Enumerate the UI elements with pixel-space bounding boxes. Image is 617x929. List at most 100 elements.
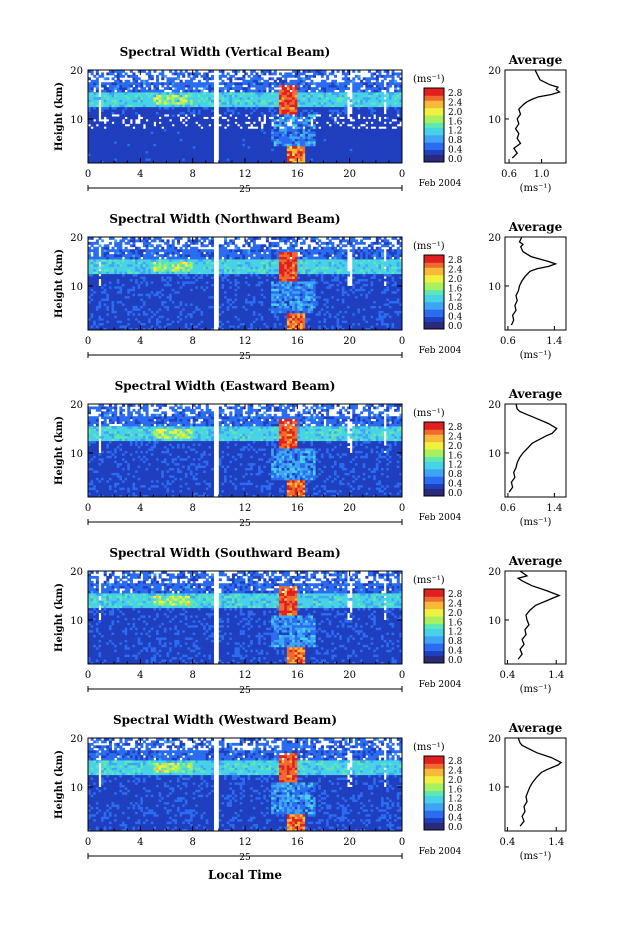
heatmap-cell bbox=[245, 116, 249, 120]
heatmap-cell bbox=[95, 121, 99, 125]
heatmap-cell bbox=[116, 92, 120, 95]
heatmap-cell bbox=[279, 114, 283, 117]
heatmap-cell bbox=[362, 145, 366, 149]
heatmap-cell bbox=[124, 155, 128, 159]
heatmap-cell bbox=[281, 96, 285, 100]
heatmap-cell bbox=[111, 281, 115, 284]
heatmap-cell bbox=[161, 92, 165, 95]
heatmap-cell bbox=[381, 150, 385, 154]
heatmap-cell bbox=[119, 295, 123, 299]
heatmap-cell bbox=[101, 74, 105, 78]
heatmap-cell bbox=[148, 261, 152, 265]
heatmap-cell bbox=[93, 99, 97, 103]
heatmap-cell bbox=[357, 96, 361, 100]
heatmap-cell bbox=[271, 99, 275, 103]
heatmap-cell bbox=[370, 145, 374, 149]
heatmap-cell bbox=[174, 140, 178, 144]
heatmap-cell bbox=[140, 153, 144, 157]
heatmap-cell bbox=[276, 111, 280, 115]
heatmap-cell bbox=[174, 153, 178, 157]
heatmap-cell bbox=[142, 153, 146, 157]
heatmap-cell bbox=[313, 131, 317, 135]
heatmap-cell bbox=[158, 136, 162, 139]
heatmap-cell bbox=[106, 317, 110, 321]
heatmap-cell bbox=[328, 104, 332, 108]
heatmap-cell bbox=[229, 87, 233, 90]
heatmap-cell bbox=[174, 131, 178, 135]
heatmap-cell bbox=[362, 101, 366, 105]
heatmap-cell bbox=[375, 145, 379, 149]
heatmap-cell bbox=[294, 84, 298, 88]
heatmap-cell bbox=[365, 79, 369, 83]
heatmap-cell bbox=[255, 104, 259, 108]
heatmap-cell bbox=[116, 96, 120, 100]
heatmap-cell bbox=[381, 128, 385, 132]
heatmap-cell bbox=[142, 92, 146, 95]
heatmap-cell bbox=[370, 72, 374, 76]
heatmap-cell bbox=[90, 89, 94, 93]
heatmap-cell bbox=[229, 116, 233, 120]
heatmap-cell bbox=[124, 285, 128, 289]
heatmap-cell bbox=[388, 126, 392, 130]
heatmap-cell bbox=[176, 74, 180, 78]
heatmap-cell bbox=[116, 101, 120, 105]
heatmap-cell bbox=[195, 148, 199, 152]
heatmap-cell bbox=[163, 116, 167, 120]
heatmap-cell bbox=[124, 322, 128, 326]
heatmap-cell bbox=[333, 104, 337, 108]
heatmap-cell bbox=[273, 148, 277, 152]
heatmap-cell bbox=[344, 109, 348, 113]
heatmap-cell bbox=[218, 118, 222, 122]
heatmap-cell bbox=[135, 273, 139, 277]
heatmap-cell bbox=[252, 158, 256, 161]
heatmap-cell bbox=[242, 140, 246, 144]
heatmap-cell bbox=[289, 136, 293, 139]
heatmap-cell bbox=[252, 131, 256, 135]
heatmap-cell bbox=[284, 143, 288, 147]
heatmap-cell bbox=[200, 94, 204, 98]
heatmap-cell bbox=[163, 109, 167, 113]
heatmap-cell bbox=[158, 82, 162, 86]
heatmap-cell bbox=[124, 148, 128, 152]
heatmap-cell bbox=[93, 300, 97, 304]
heatmap-cell bbox=[179, 136, 183, 139]
heatmap-cell bbox=[132, 288, 136, 292]
heatmap-cell bbox=[357, 145, 361, 149]
heatmap-cell bbox=[195, 106, 199, 110]
heatmap-cell bbox=[305, 140, 309, 144]
heatmap-cell bbox=[224, 143, 228, 147]
heatmap-cell bbox=[150, 153, 154, 157]
heatmap-cell bbox=[142, 155, 146, 159]
heatmap-cell bbox=[310, 126, 314, 130]
heatmap-cell bbox=[339, 92, 343, 95]
heatmap-cell bbox=[252, 118, 256, 122]
heatmap-cell bbox=[135, 254, 139, 257]
heatmap-cell bbox=[124, 94, 128, 98]
heatmap-cell bbox=[90, 72, 94, 76]
heatmap-cell bbox=[341, 111, 345, 115]
heatmap-cell bbox=[286, 133, 290, 137]
heatmap-cell bbox=[156, 89, 160, 93]
heatmap-cell bbox=[360, 92, 364, 95]
heatmap-cell bbox=[137, 106, 141, 110]
heatmap-cell bbox=[169, 150, 173, 154]
heatmap-cell bbox=[127, 89, 131, 93]
heatmap-cell bbox=[292, 118, 296, 122]
heatmap-cell bbox=[281, 87, 285, 90]
heatmap-cell bbox=[140, 82, 144, 86]
heatmap-cell bbox=[132, 312, 136, 316]
heatmap-cell bbox=[318, 128, 322, 132]
heatmap-cell bbox=[273, 150, 277, 154]
heatmap-cell bbox=[150, 126, 154, 130]
heatmap-cell bbox=[90, 92, 94, 95]
heatmap-cell bbox=[360, 106, 364, 110]
heatmap-cell bbox=[169, 136, 173, 139]
heatmap-cell bbox=[137, 263, 141, 267]
heatmap-cell bbox=[182, 155, 186, 159]
heatmap-cell bbox=[171, 138, 175, 142]
heatmap-cell bbox=[200, 143, 204, 147]
heatmap-cell bbox=[307, 121, 311, 125]
heatmap-cell bbox=[226, 72, 230, 76]
heatmap-cell bbox=[333, 126, 337, 130]
heatmap-cell bbox=[140, 278, 144, 282]
